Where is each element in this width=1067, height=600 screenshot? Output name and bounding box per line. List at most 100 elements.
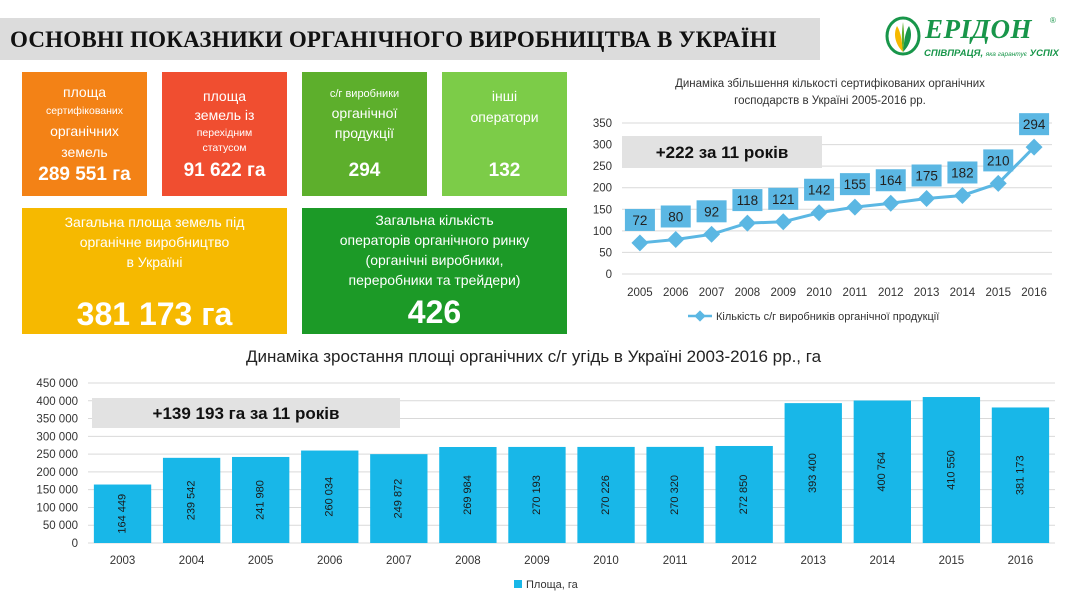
line-chart-x-tick: 2012 <box>878 287 904 299</box>
bar-chart-data-label: 270 320 <box>669 475 681 515</box>
line-chart-data-label: 118 <box>737 193 759 208</box>
producers-value: 294 <box>348 160 381 181</box>
bar-chart-bar <box>991 407 1050 543</box>
bar-chart-data-label: 410 550 <box>945 450 957 490</box>
line-chart-title-line-1: Динаміка збільшення кількості сертифіков… <box>675 78 985 90</box>
total-area-card: Загальна площа земель під органічне виро… <box>22 208 287 334</box>
line-chart-data-label-bg <box>660 205 691 228</box>
bar-chart-y-tick: 0 <box>72 538 78 550</box>
company-logo[interactable]: ЕРІДОН ® СПІВПРАЦЯ, яка гарантує УСПІХ <box>885 12 1060 62</box>
logo-slogan-part-3: УСПІХ <box>1029 48 1059 59</box>
other-operators-value: 132 <box>488 160 521 181</box>
bar-chart-y-tick: 350 000 <box>36 414 78 426</box>
line-chart-x-tick: 2009 <box>770 287 796 299</box>
total-area-label-1: Загальна площа земель під <box>64 214 245 230</box>
bar-chart-x-tick: 2013 <box>800 555 826 567</box>
certified-area-label-3: органічних <box>50 123 119 139</box>
line-chart-point <box>846 198 864 216</box>
bar-chart-bar <box>853 400 911 543</box>
line-chart-data-label-bg <box>732 189 763 212</box>
logo-slogan-part-1: СПІВПРАЦЯ, <box>924 48 984 59</box>
line-chart-point <box>631 234 649 252</box>
bar-chart-y-tick: 100 000 <box>36 502 78 514</box>
line-chart-y-tick: 250 <box>593 161 612 173</box>
bar-chart-bar <box>162 457 221 543</box>
line-chart-x-tick: 2014 <box>950 287 976 299</box>
total-operators-card: Загальна кількість операторів органічног… <box>302 208 567 334</box>
bar-chart-callout-bg <box>92 398 400 428</box>
line-chart-data-label-bg <box>804 178 835 201</box>
line-chart-y-tick: 200 <box>593 183 612 195</box>
line-chart-point <box>667 231 685 248</box>
total-operators-label-4: переробники та трейдери) <box>348 272 521 288</box>
bar-chart-bar <box>784 403 842 543</box>
line-chart-x-tick: 2005 <box>627 287 653 299</box>
line-chart-callout-bg <box>622 136 822 168</box>
line-chart-data-label: 142 <box>808 183 831 198</box>
bar-chart-y-tick: 50 000 <box>43 520 78 532</box>
line-chart-data-label-bg <box>875 169 906 192</box>
total-area-label-2: органічне виробництво <box>79 234 230 250</box>
bar-chart-x-tick: 2010 <box>593 555 619 567</box>
line-chart-x-tick: 2016 <box>1021 287 1047 299</box>
bar-chart-legend-label: Площа, га <box>526 579 579 591</box>
bar-chart-x-tick: 2012 <box>731 555 757 567</box>
total-operators-value: 426 <box>407 294 462 330</box>
transition-area-card: площа земель із перехідним статусом 91 6… <box>162 72 287 196</box>
line-chart-data-label-bg <box>911 164 942 187</box>
bar-chart-x-tick: 2006 <box>317 555 343 567</box>
header-bar: ОСНОВНІ ПОКАЗНИКИ ОРГАНІЧНОГО ВИРОБНИЦТВ… <box>0 18 820 60</box>
bar-chart-data-label: 249 872 <box>393 479 405 519</box>
logo-slogan: СПІВПРАЦЯ, яка гарантує УСПІХ <box>924 48 1059 59</box>
line-chart-point <box>918 190 936 207</box>
bar-chart-bar <box>577 446 635 543</box>
bar-chart-data-label: 260 034 <box>324 477 336 517</box>
producers-label-2: органічної <box>331 105 398 121</box>
other-operators-label-1: інші <box>491 88 518 104</box>
bar-chart-data-label: 393 400 <box>807 453 819 493</box>
line-chart-data-label: 294 <box>1023 117 1046 132</box>
bar-chart-x-tick: 2014 <box>870 555 896 567</box>
total-area-label-3: в Україні <box>126 254 183 270</box>
producers-card: с/г виробники органічної продукції 294 <box>302 72 427 196</box>
logo-registered-mark: ® <box>1050 16 1056 25</box>
transition-area-value: 91 622 га <box>183 160 266 181</box>
bar-chart-data-label: 400 764 <box>876 452 888 492</box>
certified-area-label-4: земель <box>61 144 108 160</box>
line-chart-x-tick: 2010 <box>806 287 832 299</box>
bar-chart-bar <box>922 397 981 543</box>
certified-area-card: площа сертифікованих органічних земель 2… <box>22 72 147 196</box>
line-chart-point <box>810 204 828 222</box>
bar-chart-data-label: 272 850 <box>738 475 750 515</box>
line-chart-y-tick: 0 <box>606 269 612 281</box>
line-chart-data-label: 155 <box>844 177 867 192</box>
line-chart-title-line-2: господарств в Україні 2005-2016 рр. <box>734 95 926 108</box>
line-chart-data-label-bg <box>947 161 978 184</box>
line-chart-point <box>703 225 721 243</box>
line-chart-title: Динаміка збільшення кількості сертифіков… <box>600 76 1060 111</box>
line-chart-y-tick: 300 <box>593 140 612 152</box>
bar-chart-x-tick: 2009 <box>524 555 550 567</box>
line-chart-data-label: 72 <box>632 213 647 228</box>
line-chart-callout: +222 за 11 років <box>656 143 789 162</box>
bar-chart-data-label: 164 449 <box>116 494 128 534</box>
line-chart-data-label: 164 <box>879 173 902 188</box>
line-chart-data-label-bg <box>983 149 1014 172</box>
bar-chart-x-tick: 2008 <box>455 555 481 567</box>
line-chart-y-tick: 100 <box>593 226 612 238</box>
line-chart-y-tick: 150 <box>593 204 612 216</box>
line-chart-point <box>738 214 756 232</box>
line-chart-point <box>882 194 900 212</box>
bar-chart-y-tick: 450 000 <box>36 378 78 390</box>
bar-chart-y-tick: 400 000 <box>36 396 78 408</box>
line-chart-data-label-bg <box>768 187 799 210</box>
line-chart-legend-marker <box>694 310 706 322</box>
line-chart-y-tick: 50 <box>599 247 612 259</box>
bar-chart-y-tick: 150 000 <box>36 485 78 497</box>
bar-chart-y-tick: 200 000 <box>36 467 78 479</box>
transition-area-label-1: площа <box>203 88 246 104</box>
bar-chart-title: Динаміка зростання площі органічних с/г … <box>245 347 822 366</box>
producers-label-3: продукції <box>334 125 395 141</box>
bar-chart-x-tick: 2003 <box>110 555 136 567</box>
line-chart-point <box>953 186 971 204</box>
